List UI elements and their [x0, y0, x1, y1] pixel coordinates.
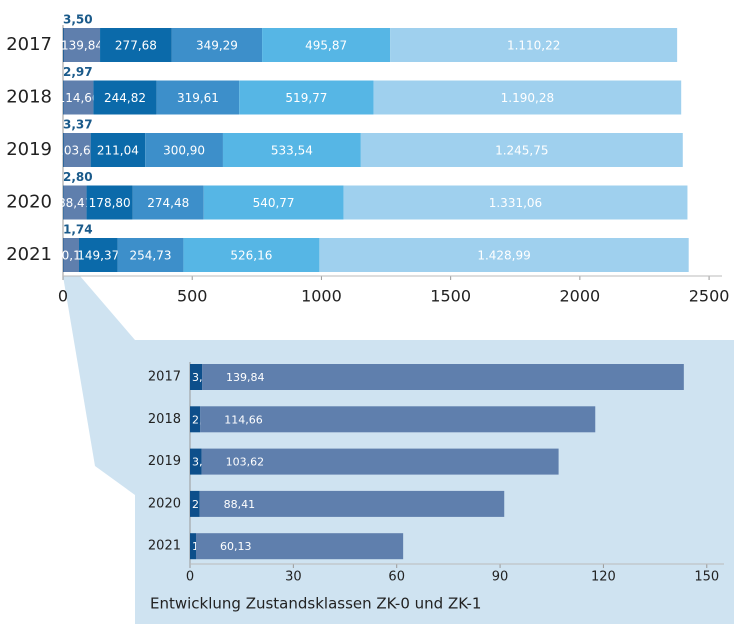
bar-segment — [100, 28, 172, 62]
data-label: 1.428,99 — [477, 249, 530, 263]
data-label: 319,61 — [177, 91, 219, 105]
bar-segment — [201, 448, 559, 475]
bar-segment — [90, 133, 146, 167]
bar-segment — [63, 28, 64, 62]
data-label: 88,41 — [58, 196, 92, 210]
x-tick-label: 2500 — [689, 287, 730, 306]
bar-segment — [199, 490, 505, 517]
bar-segment — [200, 406, 596, 433]
x-tick-label: 500 — [177, 287, 208, 306]
data-label: 103,62 — [226, 456, 265, 469]
bar-segment — [195, 533, 404, 560]
bar-segment — [239, 80, 374, 115]
bar-segment — [190, 448, 202, 475]
data-label: 1.110,22 — [507, 39, 560, 53]
y-tick-label: 2021 — [6, 244, 52, 265]
data-label: 277,68 — [115, 39, 157, 53]
data-label: 300,90 — [163, 144, 205, 158]
data-label: 3,37 — [63, 118, 93, 132]
bar-segment — [63, 80, 94, 115]
bar-segment — [319, 238, 689, 272]
data-label: 149,37 — [77, 249, 119, 263]
x-tick-label: 1000 — [301, 287, 342, 306]
data-label: 3,50 — [63, 13, 93, 27]
bar-segment — [63, 133, 64, 167]
bar-segment — [203, 185, 344, 220]
x-tick-label: 150 — [694, 570, 719, 585]
y-tick-label: 2020 — [148, 496, 181, 511]
data-label: 114,66 — [224, 413, 262, 426]
data-label: 1.331,06 — [489, 196, 542, 210]
bar-segment — [190, 364, 203, 390]
y-tick-label: 2019 — [6, 139, 52, 160]
x-tick-label: 2000 — [560, 287, 601, 306]
bar-segment — [117, 238, 184, 272]
y-tick-label: 2018 — [6, 87, 52, 108]
data-label: 244,82 — [104, 91, 146, 105]
x-tick-label: 30 — [285, 570, 302, 585]
bar-segment — [390, 28, 678, 62]
x-tick-label: 1500 — [430, 287, 471, 306]
y-tick-label: 2020 — [6, 192, 52, 213]
bar-segment — [183, 238, 320, 272]
data-label: 495,87 — [305, 39, 347, 53]
x-tick-label: 90 — [492, 570, 509, 585]
bar-segment — [262, 28, 391, 62]
data-label: 254,73 — [130, 249, 172, 263]
bar-segment — [63, 185, 64, 220]
bar-segment — [156, 80, 240, 115]
bar-segment — [202, 364, 684, 390]
bar-segment — [63, 185, 87, 220]
data-label: 1.245,75 — [495, 144, 548, 158]
data-label: 211,04 — [97, 144, 139, 158]
inset-caption: Entwicklung Zustandsklassen ZK-0 und ZK-… — [150, 595, 481, 613]
data-label: 526,16 — [230, 249, 272, 263]
data-label: 139,84 — [61, 39, 103, 53]
bar-segment — [360, 133, 683, 167]
zoom-wedge — [63, 276, 135, 495]
data-label: 349,29 — [196, 39, 238, 53]
data-label: 178,80 — [89, 196, 131, 210]
bar-segment — [190, 406, 201, 433]
y-tick-label: 2017 — [6, 34, 52, 55]
bar-segment — [78, 238, 118, 272]
bar-segment — [63, 80, 64, 115]
bar-segment — [373, 80, 682, 115]
data-label: 540,77 — [253, 196, 295, 210]
bar-segment — [190, 533, 196, 560]
y-tick-label: 2017 — [148, 370, 181, 385]
data-label: 1.190,28 — [501, 91, 554, 105]
bar-segment — [63, 238, 79, 272]
bar-segment — [86, 185, 133, 220]
bar-segment — [171, 28, 263, 62]
x-tick-label: 60 — [388, 570, 405, 585]
bar-segment — [222, 133, 361, 167]
data-label: 2,97 — [63, 65, 93, 79]
data-label: 274,48 — [147, 196, 189, 210]
data-label: 533,54 — [271, 144, 313, 158]
x-tick-label: 0 — [58, 287, 68, 306]
x-tick-label: 120 — [591, 570, 616, 585]
bar-segment — [63, 28, 101, 62]
data-label: 139,84 — [226, 371, 264, 384]
bar-segment — [93, 80, 157, 115]
data-label: 114,66 — [58, 91, 100, 105]
y-tick-label: 2018 — [148, 412, 181, 427]
y-tick-label: 2021 — [148, 539, 181, 554]
data-label: 103,62 — [56, 144, 98, 158]
bar-segment — [63, 133, 91, 167]
data-label: 519,77 — [285, 91, 327, 105]
data-label: 60,13 — [220, 540, 252, 553]
x-tick-label: 0 — [186, 570, 194, 585]
bar-segment — [145, 133, 223, 167]
bar-segment — [343, 185, 688, 220]
bar-segment — [132, 185, 204, 220]
data-label: 2,80 — [63, 170, 93, 184]
bar-segment — [190, 490, 200, 517]
data-label: 1,74 — [63, 223, 93, 237]
data-label: 88,41 — [224, 498, 256, 511]
y-tick-label: 2019 — [148, 454, 181, 469]
